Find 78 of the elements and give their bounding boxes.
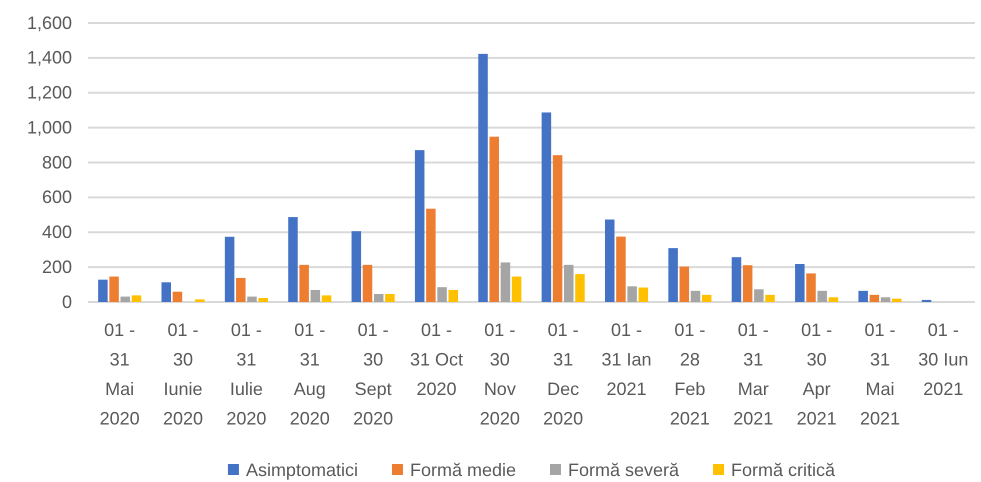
bar	[352, 231, 362, 302]
y-tick-label: 1,600	[26, 12, 72, 33]
legend-label: Asimptomatici	[246, 460, 358, 480]
bar	[258, 298, 268, 302]
x-tick-label: 01 - 31 Oct 2020	[410, 320, 463, 399]
bar	[132, 295, 142, 302]
bar	[224, 236, 234, 302]
x-tick-label: 01 - 31 Mar 2021	[733, 320, 774, 428]
x-tick-label: 01 - 28 Feb 2021	[670, 320, 710, 428]
bar	[828, 297, 838, 302]
bar	[288, 217, 298, 302]
y-tick-label: 0	[62, 292, 72, 312]
bar	[604, 220, 615, 302]
bar	[806, 273, 816, 302]
x-tick-label: 01 - 30 Iun 2021	[918, 320, 968, 399]
bar	[299, 264, 309, 302]
bar	[489, 136, 499, 302]
bar	[754, 289, 764, 302]
x-tick-label: 01 - 31 Dec 2020	[543, 320, 584, 428]
bar	[638, 288, 648, 302]
legend-label: Formă medie	[410, 460, 516, 480]
bar	[161, 282, 172, 302]
y-tick-label: 1,200	[26, 82, 72, 103]
bar	[690, 290, 700, 302]
bar	[236, 278, 246, 302]
legend-label: Formă critică	[731, 460, 836, 480]
y-tick-label: 800	[42, 152, 72, 172]
bar	[426, 208, 436, 302]
bar	[247, 296, 257, 302]
bar	[880, 297, 890, 302]
bar	[732, 257, 742, 302]
bar	[552, 155, 562, 302]
bar	[478, 54, 488, 302]
legend-label: Formă severă	[568, 460, 680, 480]
y-tick-label: 600	[42, 187, 72, 208]
bar	[362, 264, 372, 302]
x-tick-label: 01 - 30 Apr 2021	[796, 320, 837, 428]
bar	[742, 265, 752, 302]
bar	[109, 276, 119, 302]
x-tick-label: 01 - 31 Aug 2020	[290, 320, 330, 428]
bar	[500, 262, 510, 302]
bar	[668, 248, 678, 302]
bar	[892, 298, 902, 302]
y-tick-label: 200	[42, 256, 72, 277]
bar	[870, 294, 880, 302]
bar	[627, 286, 637, 302]
bar	[322, 295, 332, 302]
bar	[575, 274, 585, 302]
bar	[195, 299, 205, 302]
bar	[542, 112, 552, 302]
bar	[385, 294, 395, 302]
bar	[795, 264, 805, 302]
x-tick-label: 01 - 31 Mai 2021	[860, 320, 900, 428]
bar	[98, 280, 108, 302]
bar	[172, 292, 182, 302]
bar	[374, 294, 384, 302]
bar	[765, 294, 775, 302]
x-tick-label: 01 - 30 Iunie 2020	[163, 320, 204, 428]
bar	[310, 290, 320, 302]
y-tick-label: 1,000	[26, 117, 72, 138]
bar	[680, 266, 690, 302]
x-tick-label: 01 - 31 Iulie 2020	[226, 320, 266, 428]
bar	[817, 290, 827, 302]
bar	[564, 264, 574, 302]
bar	[414, 150, 424, 302]
x-tick-label: 01 - 30 Nov 2020	[480, 320, 520, 428]
bar	[512, 276, 522, 302]
bar	[448, 290, 458, 302]
x-tick-label: 01 - 30 Sept 2020	[353, 320, 394, 428]
x-tick-label: 01 - 31 Mai 2020	[100, 320, 140, 428]
bar	[858, 290, 868, 302]
y-tick-label: 1,400	[26, 48, 72, 68]
bar	[120, 296, 130, 302]
y-tick-label: 400	[42, 222, 72, 242]
bar	[437, 287, 447, 302]
bar	[702, 294, 712, 302]
x-tick-label: 01 - 31 Ian 2021	[602, 320, 652, 399]
bar	[616, 236, 626, 302]
